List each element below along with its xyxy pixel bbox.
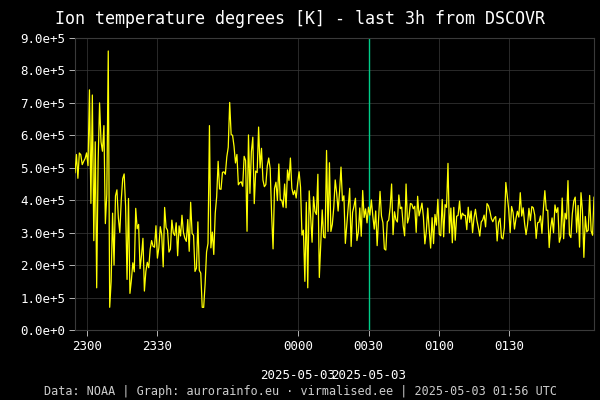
Text: Ion temperature degrees [K] - last 3h from DSCOVR: Ion temperature degrees [K] - last 3h fr…	[55, 10, 545, 28]
Text: 2025-05-03: 2025-05-03	[260, 370, 335, 382]
Text: Data: NOAA | Graph: aurorainfo.eu · virmalised.ee | 2025-05-03 01:56 UTC: Data: NOAA | Graph: aurorainfo.eu · virm…	[44, 385, 557, 398]
Text: 2025-05-03: 2025-05-03	[331, 370, 406, 382]
